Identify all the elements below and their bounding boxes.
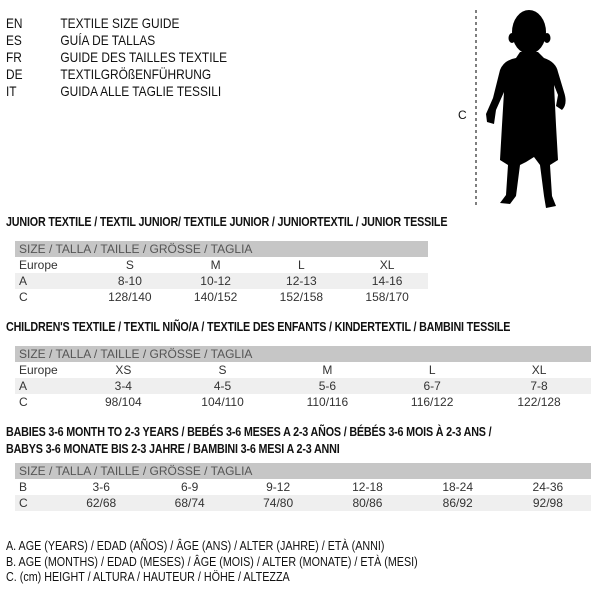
row-label: Europe bbox=[19, 258, 58, 272]
junior-section-title: JUNIOR TEXTILE / TEXTIL JUNIOR/ TEXTILE … bbox=[6, 215, 448, 229]
cell: L bbox=[298, 258, 305, 272]
child-silhouette-icon bbox=[475, 10, 566, 208]
babies-section-title-line2: BABYS 3-6 MONATE BIS 2-3 JAHRE / BAMBINI… bbox=[6, 442, 340, 456]
cell: 12-18 bbox=[352, 480, 383, 494]
row-label: Europe bbox=[19, 363, 58, 377]
cell: 152/158 bbox=[279, 290, 324, 304]
cell: 14-16 bbox=[342, 273, 428, 289]
cell: XL bbox=[531, 363, 547, 377]
legend-b: B. AGE (MONTHS) / EDAD (MESES) / ÂGE (MO… bbox=[6, 555, 418, 569]
cell: 62/68 bbox=[55, 495, 144, 511]
cell: XL bbox=[379, 258, 395, 272]
row-label: B bbox=[19, 480, 28, 494]
cell: 10-12 bbox=[170, 273, 257, 289]
cell: 86/92 bbox=[410, 495, 501, 511]
cell: 5-6 bbox=[273, 378, 378, 394]
babies-size-table: SIZE / TALLA / TAILLE / GRÖSSE / TAGLIA … bbox=[15, 463, 591, 511]
table-row: A 8-10 10-12 12-13 14-16 bbox=[15, 273, 428, 289]
table-header-row: SIZE / TALLA / TAILLE / GRÖSSE / TAGLIA bbox=[15, 346, 591, 362]
row-label: C bbox=[19, 290, 28, 304]
lang-row-es: ES GUÍA DE TALLAS bbox=[6, 32, 156, 48]
row-label: C bbox=[19, 395, 28, 409]
row-label: A bbox=[15, 378, 75, 394]
cell: 110/116 bbox=[306, 395, 349, 409]
cell: 7-8 bbox=[483, 378, 591, 394]
cell: S bbox=[125, 258, 134, 272]
babies-section-title-line1: BABIES 3-6 MONTH TO 2-3 YEARS / BEBÉS 3-… bbox=[6, 425, 492, 439]
height-label: C bbox=[458, 108, 467, 122]
size-header: SIZE / TALLA / TAILLE / GRÖSSE / TAGLIA bbox=[15, 463, 591, 479]
cell: 3-4 bbox=[75, 378, 168, 394]
cell: 8-10 bbox=[85, 273, 171, 289]
legend-c: C. (cm) HEIGHT / ALTURA / HAUTEUR / HÖHE… bbox=[6, 570, 290, 584]
lang-row-it: IT GUIDA ALLE TAGLIE TESSILI bbox=[6, 83, 222, 99]
children-size-table: SIZE / TALLA / TAILLE / GRÖSSE / TAGLIA … bbox=[15, 346, 591, 410]
cell: 80/86 bbox=[320, 495, 411, 511]
lang-row-de: DE TEXTILGRÖßENFÜHRUNG bbox=[6, 66, 212, 82]
cell: 12-13 bbox=[256, 273, 343, 289]
lang-row-en: EN TEXTILE SIZE GUIDE bbox=[6, 15, 180, 31]
table-header-row: SIZE / TALLA / TAILLE / GRÖSSE / TAGLIA bbox=[15, 241, 428, 257]
cell: 4-5 bbox=[167, 378, 274, 394]
children-section-title: CHILDREN'S TEXTILE / TEXTIL NIÑO/A / TEX… bbox=[6, 320, 511, 334]
cell: 24-36 bbox=[532, 480, 564, 494]
table-row: C 98/104 104/110 110/116 116/122 122/128 bbox=[15, 394, 591, 410]
cell: L bbox=[428, 363, 436, 377]
table-row: Europe S M L XL bbox=[15, 257, 428, 273]
row-label: A bbox=[15, 273, 85, 289]
table-row: C 62/68 68/74 74/80 80/86 86/92 92/98 bbox=[15, 495, 591, 511]
cell: 140/152 bbox=[193, 290, 238, 304]
row-label: C bbox=[15, 495, 55, 511]
cell: 68/74 bbox=[143, 495, 232, 511]
legend-a: A. AGE (YEARS) / EDAD (AÑOS) / ÂGE (ANS)… bbox=[6, 539, 385, 553]
size-header: SIZE / TALLA / TAILLE / GRÖSSE / TAGLIA bbox=[15, 241, 428, 257]
cell: 158/170 bbox=[365, 290, 409, 304]
cell: M bbox=[322, 363, 333, 377]
cell: 6-9 bbox=[181, 480, 199, 494]
table-row: A 3-4 4-5 5-6 6-7 7-8 bbox=[15, 378, 591, 394]
cell: 104/110 bbox=[201, 395, 244, 409]
cell: 3-6 bbox=[92, 480, 110, 494]
junior-size-table: SIZE / TALLA / TAILLE / GRÖSSE / TAGLIA … bbox=[15, 241, 428, 305]
cell: 116/122 bbox=[410, 395, 454, 409]
table-row: C 128/140 140/152 152/158 158/170 bbox=[15, 289, 428, 305]
table-header-row: SIZE / TALLA / TAILLE / GRÖSSE / TAGLIA bbox=[15, 463, 591, 479]
cell: M bbox=[210, 258, 221, 272]
table-row: B 3-6 6-9 9-12 12-18 18-24 24-36 bbox=[15, 479, 591, 495]
cell: 6-7 bbox=[377, 378, 484, 394]
cell: 128/140 bbox=[108, 290, 152, 304]
lang-row-fr: FR GUIDE DES TAILLES TEXTILE bbox=[6, 49, 228, 65]
cell: 92/98 bbox=[500, 495, 591, 511]
cell: 74/80 bbox=[231, 495, 321, 511]
cell: S bbox=[218, 363, 227, 377]
cell: 18-24 bbox=[442, 480, 474, 494]
size-header: SIZE / TALLA / TAILLE / GRÖSSE / TAGLIA bbox=[15, 346, 591, 362]
cell: XS bbox=[115, 363, 132, 377]
table-row: Europe XS S M L XL bbox=[15, 362, 591, 378]
cell: 9-12 bbox=[266, 480, 291, 494]
cell: 122/128 bbox=[517, 395, 561, 409]
cell: 98/104 bbox=[104, 395, 142, 409]
